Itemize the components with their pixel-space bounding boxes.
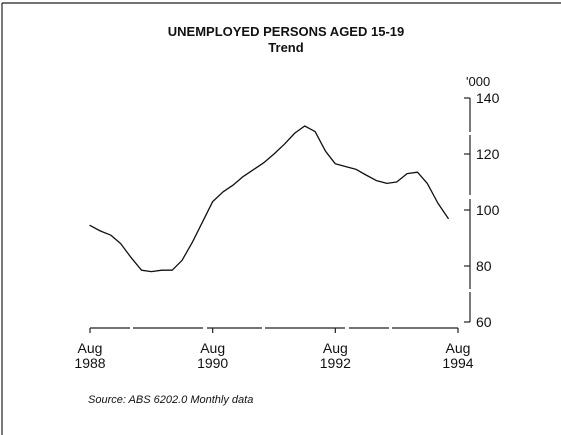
x-tick-label-month: Aug [323,340,348,356]
y-tick-label: 60 [476,314,492,330]
y-axis-unit: '000 [466,74,490,89]
series-line [89,125,449,273]
x-tick-label-year: 1994 [442,355,473,371]
y-tick-label: 100 [476,202,500,218]
series-group [89,125,449,273]
x-tick-label-month: Aug [200,340,225,356]
source-note: Source: ABS 6202.0 Monthly data [88,394,254,406]
x-tick-label-year: 1988 [74,355,105,371]
chart-title: UNEMPLOYED PERSONS AGED 15-19 [168,24,404,39]
y-tick-label: 120 [476,146,500,162]
y-tick-label: 140 [476,90,500,106]
x-tick-label-year: 1992 [320,355,351,371]
x-tick-label-month: Aug [446,340,471,356]
x-tick-label-year: 1990 [197,355,228,371]
chart-subtitle: Trend [268,40,303,55]
x-tick-label-month: Aug [78,340,103,356]
y-tick-label: 80 [476,258,492,274]
axes-group: 6080100120140Aug1988Aug1990Aug1992Aug199… [74,90,499,371]
